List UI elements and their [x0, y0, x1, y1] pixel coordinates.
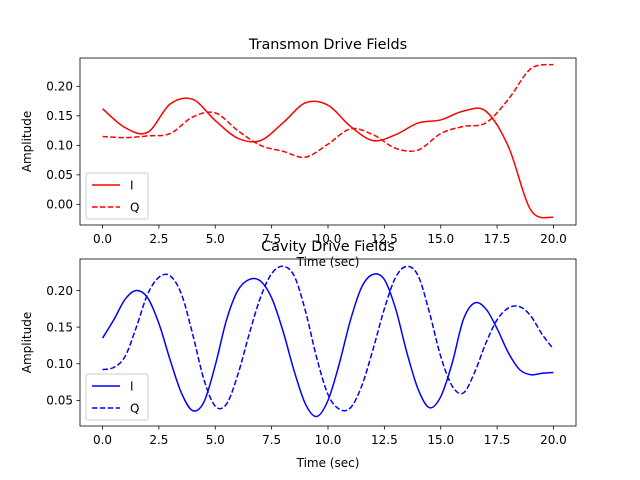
x-tick-label: 12.5 — [371, 433, 398, 447]
y-tick-label: 0.10 — [46, 357, 73, 371]
x-tick-label: 10.0 — [315, 433, 342, 447]
x-tick-label: 10.0 — [315, 232, 342, 246]
y-tick-label: 0.15 — [46, 320, 73, 334]
x-tick-label: 0.0 — [93, 232, 112, 246]
y-tick-label: 0.15 — [46, 109, 73, 123]
x-axis-label: Time (sec) — [296, 255, 360, 269]
x-tick-label: 17.5 — [484, 232, 511, 246]
y-ticks: 0.00 0.05 0.10 0.15 0.20 — [46, 80, 80, 212]
legend: IQ — [85, 172, 149, 220]
y-tick-label: 0.20 — [46, 80, 73, 94]
cavity-panel: 0.0 2.5 5.0 7.5 10.0 12.5 15.0 17.5 20.0 0.05 0.1… — [20, 239, 577, 470]
x-tick-label: 2.5 — [149, 232, 168, 246]
y-ticks: 0.05 0.10 0.15 0.20 — [46, 284, 80, 408]
x-tick-label: 0.0 — [93, 433, 112, 447]
y-tick-label: 0.05 — [46, 168, 73, 182]
y-tick-label: 0.00 — [46, 198, 73, 212]
legend: IQ — [85, 373, 149, 421]
x-tick-label: 5.0 — [206, 433, 225, 447]
x-tick-label: 2.5 — [149, 433, 168, 447]
legend-label-i: I — [130, 379, 134, 393]
transmon-panel: Transmon Drive Fields 0.0 2.5 5.0 7.5 10.0 12… — [20, 37, 577, 269]
x-ticks: 0.0 2.5 5.0 7.5 10.0 12.5 15.0 17.5 20.0 — [93, 225, 567, 246]
y-tick-label: 0.20 — [46, 284, 73, 298]
y-axis-label: Amplitude — [20, 312, 34, 374]
x-tick-label: 5.0 — [206, 232, 225, 246]
x-tick-label: 15.0 — [427, 433, 454, 447]
series-line-i — [101, 273, 554, 418]
y-tick-label: 0.05 — [46, 394, 73, 408]
chart-title: Transmon Drive Fields — [248, 37, 407, 53]
x-tick-label: 12.5 — [371, 232, 398, 246]
y-tick-label: 0.10 — [46, 139, 73, 153]
series-line-q — [102, 63, 554, 159]
x-tick-label: 7.5 — [262, 232, 281, 246]
plot-area — [79, 57, 577, 226]
legend-label-q: Q — [130, 200, 139, 214]
series-line-i — [102, 97, 554, 219]
x-tick-label: 15.0 — [427, 232, 454, 246]
series-line-q — [102, 265, 555, 412]
x-tick-label: 7.5 — [262, 433, 281, 447]
series-lines — [102, 63, 554, 219]
x-tick-label: 20.0 — [540, 433, 567, 447]
x-axis-label: Time (sec) — [296, 456, 360, 470]
y-axis-label: Amplitude — [20, 111, 34, 173]
legend-label-i: I — [130, 178, 134, 192]
series-lines — [101, 265, 555, 418]
x-tick-label: 20.0 — [540, 232, 567, 246]
x-tick-label: 17.5 — [484, 433, 511, 447]
x-ticks: 0.0 2.5 5.0 7.5 10.0 12.5 15.0 17.5 20.0 — [93, 426, 567, 447]
chart-title: Cavity Drive Fields — [261, 239, 395, 255]
legend-label-q: Q — [130, 401, 139, 415]
